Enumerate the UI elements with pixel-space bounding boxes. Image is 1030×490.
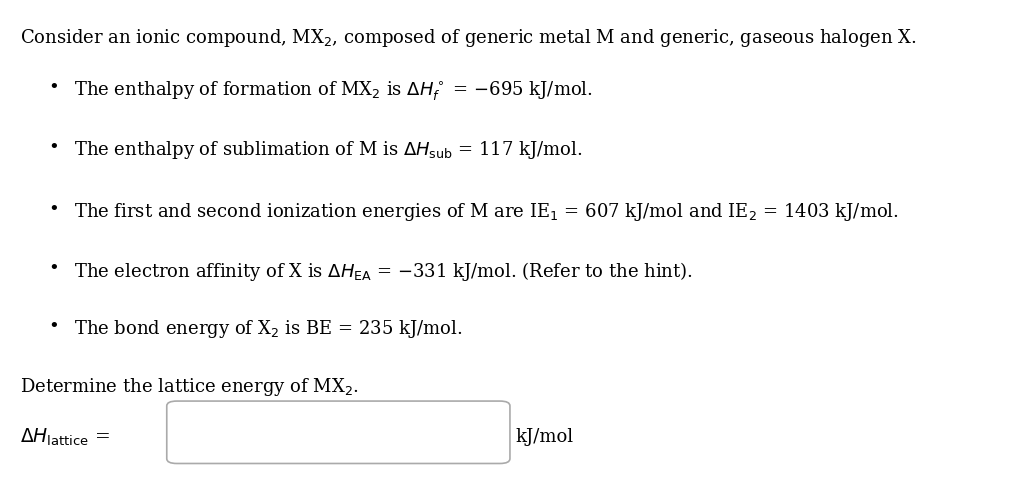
- Text: The first and second ionization energies of M are IE$_1$ = 607 kJ/mol and IE$_2$: The first and second ionization energies…: [74, 201, 899, 223]
- Text: •: •: [48, 201, 60, 219]
- Text: $\Delta H_{\mathrm{lattice}}$ =: $\Delta H_{\mathrm{lattice}}$ =: [21, 426, 110, 448]
- Text: •: •: [48, 139, 60, 157]
- Text: Consider an ionic compound, MX$_2$, composed of generic metal M and generic, gas: Consider an ionic compound, MX$_2$, comp…: [21, 26, 917, 49]
- FancyBboxPatch shape: [167, 401, 510, 464]
- Text: •: •: [48, 79, 60, 98]
- Text: Determine the lattice energy of MX$_2$.: Determine the lattice energy of MX$_2$.: [21, 376, 359, 397]
- Text: The bond energy of X$_2$ is BE = 235 kJ/mol.: The bond energy of X$_2$ is BE = 235 kJ/…: [74, 318, 462, 340]
- Text: The electron affinity of X is $\Delta H_{\mathrm{EA}}$ = −331 kJ/mol. (Refer to : The electron affinity of X is $\Delta H_…: [74, 260, 693, 283]
- Text: The enthalpy of sublimation of M is $\Delta H_{\mathrm{sub}}$ = 117 kJ/mol.: The enthalpy of sublimation of M is $\De…: [74, 139, 582, 161]
- Text: The enthalpy of formation of MX$_2$ is $\Delta H^\circ_f$ = −695 kJ/mol.: The enthalpy of formation of MX$_2$ is $…: [74, 79, 592, 102]
- Text: •: •: [48, 318, 60, 336]
- Text: •: •: [48, 260, 60, 278]
- Text: kJ/mol: kJ/mol: [515, 428, 573, 446]
